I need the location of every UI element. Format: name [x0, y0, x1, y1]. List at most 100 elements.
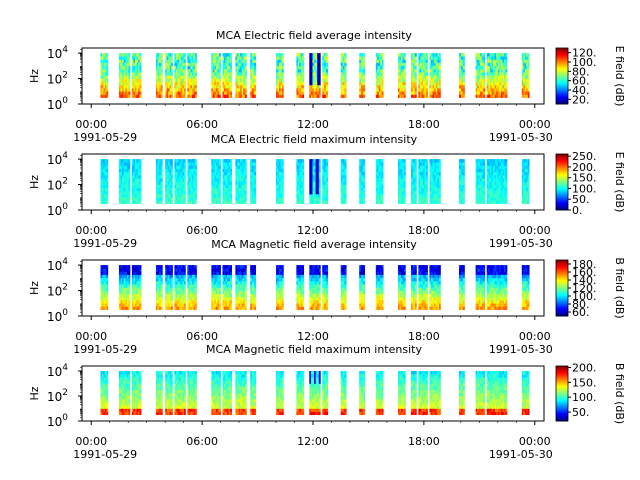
- heatmap-cell: [235, 200, 238, 204]
- heatmap-cell: [236, 56, 239, 60]
- heatmap-cell: [133, 159, 136, 163]
- heatmap-cell: [157, 265, 160, 269]
- heatmap-cell: [217, 274, 220, 279]
- heatmap-cell: [157, 284, 160, 288]
- heatmap-cell: [238, 171, 241, 176]
- heatmap-cell: [505, 162, 508, 166]
- heatmap-cell: [438, 75, 441, 79]
- colorbar-step: [556, 186, 568, 188]
- heatmap-cell: [499, 181, 502, 185]
- heatmap-cell: [502, 197, 505, 201]
- heatmap-cell: [223, 91, 226, 95]
- heatmap-cell: [103, 62, 106, 67]
- heatmap-cell: [477, 178, 479, 182]
- heatmap-cell: [133, 162, 136, 166]
- heatmap-cell: [103, 287, 106, 291]
- heatmap-cell: [279, 69, 281, 73]
- heatmap-cell: [187, 171, 190, 176]
- heatmap-cell: [419, 81, 422, 86]
- heatmap-cell: [211, 290, 214, 295]
- x-tick-label: 18:00: [408, 224, 440, 237]
- heatmap-cell: [183, 162, 186, 166]
- heatmap-cell: [240, 65, 243, 70]
- heatmap-cell: [138, 171, 140, 176]
- heatmap-cell: [362, 165, 366, 169]
- heatmap-cell: [175, 287, 178, 291]
- heatmap-cell: [240, 159, 243, 163]
- heatmap-cell: [252, 72, 255, 76]
- heatmap-cell: [458, 165, 462, 169]
- heatmap-cell: [219, 84, 221, 89]
- heatmap-cell: [297, 162, 300, 166]
- heatmap-cell: [174, 277, 177, 282]
- heatmap-cell: [169, 293, 172, 298]
- heatmap-cell: [169, 268, 172, 272]
- heatmap-cell: [228, 277, 231, 282]
- heatmap-cell: [481, 78, 484, 83]
- heatmap-cell: [225, 303, 228, 307]
- heatmap-cell: [375, 75, 378, 79]
- heatmap-cell: [491, 62, 494, 67]
- heatmap-cell: [493, 194, 495, 198]
- heatmap-cell: [136, 293, 139, 298]
- heatmap-cell: [177, 287, 180, 291]
- heatmap-cell: [193, 265, 196, 269]
- heatmap-cell: [168, 62, 170, 67]
- heatmap-cell: [523, 181, 526, 185]
- heatmap-cell: [230, 181, 232, 185]
- heatmap-cell: [180, 284, 183, 288]
- heatmap-cell: [424, 72, 427, 76]
- heatmap-cell: [157, 165, 160, 169]
- heatmap-cell: [180, 171, 183, 176]
- heatmap-cell: [139, 88, 142, 92]
- heatmap-cell: [493, 65, 495, 70]
- heatmap-cell: [486, 165, 489, 169]
- heatmap-cell: [171, 159, 173, 163]
- heatmap-cell: [475, 59, 478, 63]
- heatmap-cell: [126, 75, 129, 79]
- heatmap-cell: [403, 91, 406, 95]
- heatmap-cell: [122, 181, 125, 185]
- heatmap-cell: [299, 62, 302, 67]
- heatmap-cell: [418, 53, 421, 57]
- heatmap-cell: [422, 59, 425, 63]
- heatmap-cell: [182, 81, 185, 86]
- heatmap-cell: [169, 165, 172, 169]
- heatmap-cell: [505, 175, 508, 179]
- heatmap-cell: [359, 94, 362, 98]
- heatmap-cell: [120, 56, 123, 60]
- heatmap-cell: [126, 190, 129, 195]
- heatmap-cell: [104, 72, 107, 76]
- heatmap-cell: [177, 162, 180, 166]
- heatmap-cell: [243, 200, 246, 204]
- heatmap-cell: [190, 184, 193, 189]
- colorbar-step: [556, 197, 568, 200]
- heatmap-cell: [187, 53, 190, 57]
- heatmap-cell: [228, 306, 231, 310]
- heatmap-cell: [432, 88, 435, 92]
- heatmap-cell: [315, 197, 318, 201]
- heatmap-cell: [317, 84, 320, 89]
- heatmap-cell: [458, 197, 462, 201]
- heatmap-cell: [120, 281, 123, 285]
- heatmap-cell: [310, 78, 313, 83]
- heatmap-cell: [429, 165, 432, 169]
- heatmap-cell: [193, 75, 196, 79]
- heatmap-cell: [400, 59, 403, 63]
- heatmap-cell: [361, 91, 364, 95]
- heatmap-cell: [426, 184, 428, 189]
- heatmap-cell: [521, 197, 524, 201]
- heatmap-cell: [521, 190, 524, 195]
- heatmap-cell: [223, 184, 226, 189]
- colorbar-step: [556, 100, 568, 102]
- heatmap-cell: [244, 59, 247, 63]
- heatmap-cell: [500, 181, 503, 185]
- colorbar-step: [556, 73, 568, 75]
- heatmap-cell: [243, 78, 246, 83]
- heatmap-cell: [279, 62, 281, 67]
- heatmap-cell: [477, 69, 479, 73]
- heatmap-cell: [193, 94, 196, 98]
- heatmap-cell: [222, 88, 225, 92]
- heatmap-cell: [222, 165, 225, 169]
- heatmap-cell: [101, 162, 104, 166]
